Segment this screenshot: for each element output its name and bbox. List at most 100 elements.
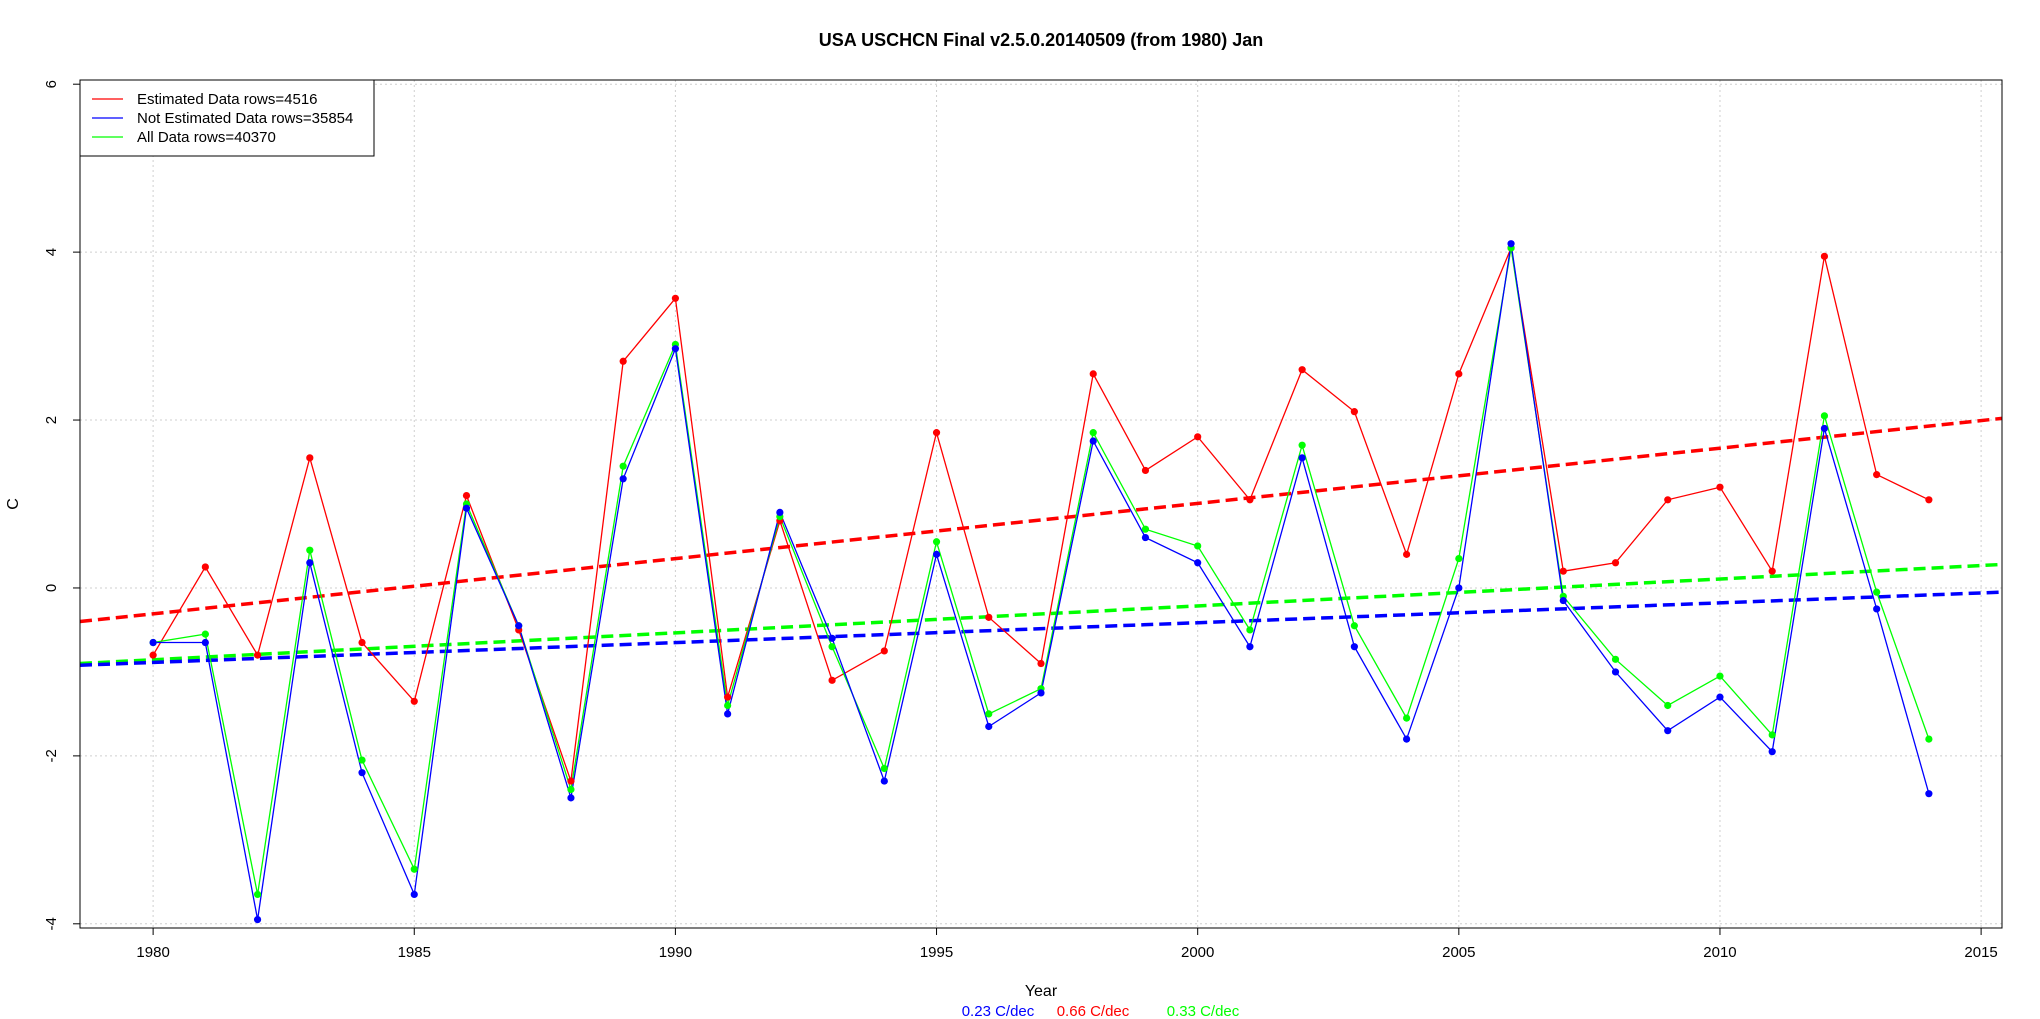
data-point [724, 693, 732, 701]
data-point [932, 429, 941, 437]
data-point [1194, 559, 1202, 567]
data-point [1350, 622, 1358, 630]
grid [80, 80, 2002, 928]
data-point [1455, 584, 1463, 592]
data-point [253, 651, 262, 659]
data-point [306, 454, 314, 462]
data-point [1768, 567, 1776, 575]
x-tick-label: 2005 [1442, 944, 1475, 961]
y-tick-label: 6 [43, 80, 60, 88]
x-tick-label: 1990 [659, 944, 692, 961]
x-tick-label: 2010 [1703, 944, 1736, 961]
data-point [358, 769, 366, 777]
series-lines [149, 240, 1933, 924]
data-point [1716, 483, 1724, 491]
data-point [1925, 790, 1933, 798]
data-point [1925, 735, 1933, 743]
data-point [1873, 605, 1881, 613]
data-point [1246, 496, 1254, 504]
data-point [1611, 655, 1620, 663]
data-point [358, 756, 366, 764]
y-tick-label: 4 [43, 248, 60, 256]
data-point [828, 676, 836, 684]
data-point [985, 613, 993, 621]
data-point [985, 710, 993, 718]
data-point [1664, 496, 1672, 504]
data-point [1716, 672, 1724, 680]
data-point [1298, 366, 1306, 374]
y-tick-label: -2 [43, 749, 60, 762]
data-point [1716, 693, 1724, 701]
data-point [1194, 433, 1202, 441]
data-point [1820, 252, 1829, 260]
data-point [149, 638, 157, 647]
axes: 1980 1985 1990 1995 2000 2005 2010 2015 -4 -2 0 2 4 6 [43, 80, 1998, 961]
trend-footer: 0.23 C/dec 0.66 C/dec 0.33 C/dec [962, 1003, 1240, 1019]
data-point [1037, 689, 1045, 697]
data-point [1455, 554, 1463, 563]
data-point [932, 550, 941, 558]
data-point [1873, 588, 1881, 596]
data-point [1350, 408, 1358, 416]
data-point [619, 475, 627, 483]
data-point [201, 630, 209, 638]
data-point [880, 647, 888, 655]
data-point [567, 794, 575, 802]
data-point [462, 492, 471, 500]
trendline [79, 416, 2003, 624]
legend: Estimated Data rows=4516 Not Estimated D… [79, 79, 375, 157]
legend-label-estimated: Estimated Data rows=4516 [137, 91, 318, 108]
data-point [1611, 559, 1620, 567]
plot-border [79, 79, 2003, 929]
data-point [932, 538, 941, 546]
data-point [1089, 437, 1097, 445]
data-point [253, 916, 262, 924]
data-point [776, 508, 784, 516]
legend-box [79, 79, 375, 157]
data-point [619, 462, 627, 470]
x-tick-label: 2015 [1964, 944, 1997, 961]
data-point [1664, 701, 1672, 710]
data-point [1402, 550, 1411, 558]
y-tick-label: -4 [43, 917, 60, 930]
data-point [567, 785, 575, 794]
data-point [149, 651, 157, 659]
data-point [1089, 429, 1097, 437]
data-point [619, 357, 627, 365]
y-axis-label: C [5, 498, 22, 510]
data-point [1037, 659, 1045, 668]
x-tick-label: 2000 [1181, 944, 1214, 961]
data-point [724, 710, 732, 718]
legend-label-all: All Data rows=40370 [137, 129, 276, 146]
data-point [1820, 412, 1829, 420]
data-point [1141, 525, 1150, 533]
data-point [828, 643, 836, 651]
data-point [1246, 643, 1254, 651]
footer-trend-all: 0.33 C/dec [1167, 1003, 1240, 1019]
data-point [724, 701, 732, 710]
data-point [1402, 714, 1411, 722]
data-point [1455, 370, 1463, 378]
data-point [671, 345, 680, 353]
trendline [79, 562, 2003, 666]
data-point [410, 865, 418, 873]
data-point [1611, 668, 1620, 676]
data-point [671, 294, 680, 302]
data-point [1350, 643, 1358, 651]
data-point [880, 777, 888, 785]
y-tick-label: 0 [43, 584, 60, 592]
trendline [79, 590, 2003, 667]
legend-label-not-estimated: Not Estimated Data rows=35854 [137, 110, 353, 127]
data-point [1089, 370, 1097, 378]
data-point [1559, 596, 1567, 605]
data-point [253, 890, 262, 899]
data-point [358, 638, 366, 647]
data-point [410, 697, 418, 705]
data-point [1141, 466, 1150, 475]
data-point [1194, 542, 1202, 550]
data-point [1298, 441, 1306, 449]
data-point [462, 504, 471, 512]
data-point [567, 777, 575, 785]
